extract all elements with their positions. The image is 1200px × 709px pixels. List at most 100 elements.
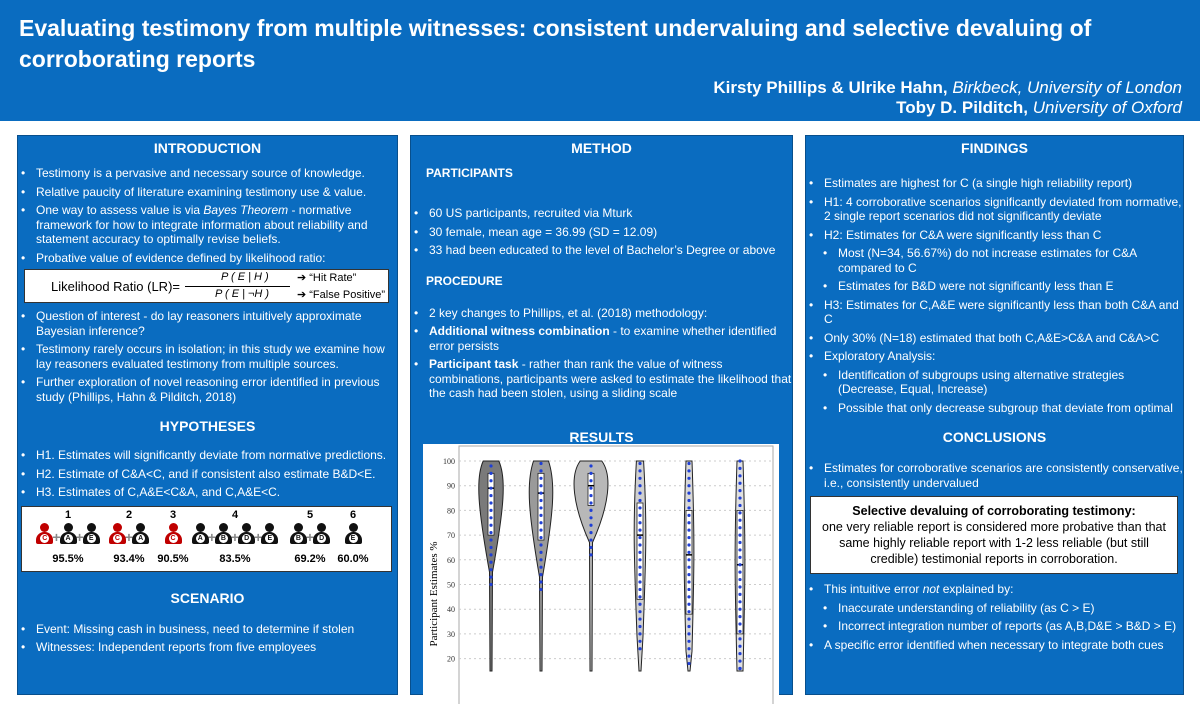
hypotheses-heading: HYPOTHESES bbox=[159, 418, 256, 434]
data-point bbox=[687, 624, 691, 629]
y-tick-label: 20 bbox=[447, 655, 455, 664]
key-finding-title: Selective devaluing of corroborating tes… bbox=[852, 504, 1136, 518]
data-point bbox=[539, 580, 543, 584]
text: - rather than rank the value of witness … bbox=[429, 357, 792, 400]
data-point bbox=[539, 484, 543, 488]
hypotheses-list: H1. Estimates will significantly deviate… bbox=[18, 448, 397, 500]
person-icon: E bbox=[261, 522, 279, 545]
list-item: H3: Estimates for C,A&E were significant… bbox=[806, 298, 1183, 327]
witness-letter: A bbox=[63, 533, 73, 543]
likelihood-ratio-formula: Likelihood Ratio (LR)= P ( E | H ) P ( E… bbox=[24, 269, 389, 303]
data-point bbox=[638, 595, 642, 599]
witness-letter: C bbox=[40, 533, 50, 543]
person-icon: D bbox=[313, 522, 331, 545]
data-point bbox=[638, 617, 642, 621]
data-point bbox=[738, 577, 742, 582]
data-point bbox=[687, 617, 691, 621]
data-point bbox=[638, 602, 642, 606]
y-tick-label: 70 bbox=[447, 531, 455, 540]
conclusions-heading: CONCLUSIONS bbox=[942, 429, 1047, 445]
poster-header: Evaluating testimony from multiple witne… bbox=[0, 0, 1200, 121]
data-point bbox=[738, 555, 742, 559]
data-point bbox=[489, 523, 493, 527]
data-point bbox=[489, 486, 493, 490]
witness-letter: A bbox=[136, 533, 146, 543]
data-point bbox=[489, 516, 493, 520]
data-point bbox=[687, 595, 691, 599]
plus-icon: + bbox=[305, 528, 315, 545]
data-point bbox=[539, 573, 543, 577]
scenario-3: 3 C 90.5% bbox=[113, 507, 233, 571]
data-point bbox=[738, 644, 742, 648]
list-item: Possible that only decrease subgroup tha… bbox=[806, 401, 1183, 416]
list-item: Exploratory Analysis: bbox=[806, 349, 1183, 364]
data-point bbox=[738, 503, 742, 508]
data-point bbox=[489, 508, 493, 512]
data-point bbox=[638, 528, 642, 532]
scenario-number: 6 bbox=[349, 508, 357, 521]
violin-plot-svg: 20 30 40 50 60 70 80 90 100 Participant Estimates… bbox=[428, 445, 774, 709]
person-icon: E bbox=[82, 522, 100, 545]
hit-rate-label: ➔ “Hit Rate” bbox=[297, 272, 357, 284]
witness-letter: E bbox=[348, 533, 358, 543]
data-point bbox=[539, 587, 543, 592]
scenario-heading: SCENARIO bbox=[170, 589, 245, 606]
data-point bbox=[687, 602, 691, 606]
person-icon: A bbox=[132, 522, 150, 545]
data-point bbox=[638, 587, 642, 592]
data-point bbox=[738, 615, 742, 619]
data-point bbox=[738, 459, 742, 463]
lr-label: Likelihood Ratio (LR)= bbox=[51, 279, 180, 294]
witness-group: C + A bbox=[69, 521, 189, 545]
text: - to examine whether identified error pe… bbox=[429, 324, 777, 353]
participants-list: 60 US participants, recruited via Mturk … bbox=[411, 206, 792, 258]
data-point bbox=[539, 550, 543, 554]
scenario-panel: 1 C + A + E 95.5% 2 C + A 93.4% 3 C 90.5% 4 A + B + D + E 83.5%… bbox=[21, 505, 392, 572]
data-point bbox=[638, 491, 642, 495]
data-point bbox=[738, 622, 742, 626]
data-point bbox=[687, 543, 691, 547]
data-point bbox=[638, 521, 642, 525]
data-point bbox=[738, 481, 742, 485]
data-point bbox=[489, 479, 493, 483]
data-point bbox=[539, 498, 543, 503]
data-point bbox=[638, 543, 642, 547]
participants-subheading: PARTICIPANTS bbox=[426, 166, 513, 180]
data-point bbox=[589, 493, 593, 498]
intro-list-2: Question of interest - do lay reasoners … bbox=[18, 309, 397, 404]
scenario-estimate: 90.5% bbox=[157, 552, 189, 565]
key-finding-text: one very reliable report is considered m… bbox=[822, 520, 1166, 566]
text: explained by: bbox=[939, 582, 1014, 596]
emphasis: not bbox=[922, 582, 940, 596]
data-point bbox=[638, 624, 642, 629]
data-point bbox=[738, 511, 742, 515]
data-point bbox=[687, 587, 691, 592]
scenario-4: 4 A + B + D + E 83.5% bbox=[175, 507, 295, 571]
intro-list: Testimony is a pervasive and necessary s… bbox=[18, 166, 397, 265]
data-point bbox=[738, 518, 742, 522]
data-point bbox=[687, 528, 691, 532]
data-point bbox=[489, 553, 493, 557]
data-point bbox=[638, 476, 642, 480]
person-icon: E bbox=[344, 522, 362, 545]
list-item: Only 30% (N=18) estimated that both C,A&… bbox=[806, 331, 1183, 346]
data-point bbox=[638, 461, 642, 466]
data-point bbox=[589, 531, 593, 535]
plus-icon: + bbox=[75, 528, 84, 545]
data-point bbox=[539, 521, 543, 525]
plot-frame bbox=[458, 445, 774, 709]
list-item: H2: Estimates for C&A were significantly… bbox=[806, 228, 1183, 243]
person-icon: B bbox=[214, 522, 232, 545]
list-item: Event: Missing cash in business, need to… bbox=[18, 622, 397, 637]
witness-group: B + D bbox=[250, 521, 370, 545]
data-point bbox=[687, 610, 691, 614]
data-point bbox=[638, 573, 642, 577]
bold-term: Participant task bbox=[429, 357, 519, 371]
data-point bbox=[687, 521, 691, 525]
data-point bbox=[539, 543, 543, 547]
plus-icon: + bbox=[230, 528, 240, 545]
data-point bbox=[539, 535, 543, 540]
data-point bbox=[638, 632, 642, 636]
data-point bbox=[589, 545, 593, 550]
data-point bbox=[589, 508, 593, 512]
